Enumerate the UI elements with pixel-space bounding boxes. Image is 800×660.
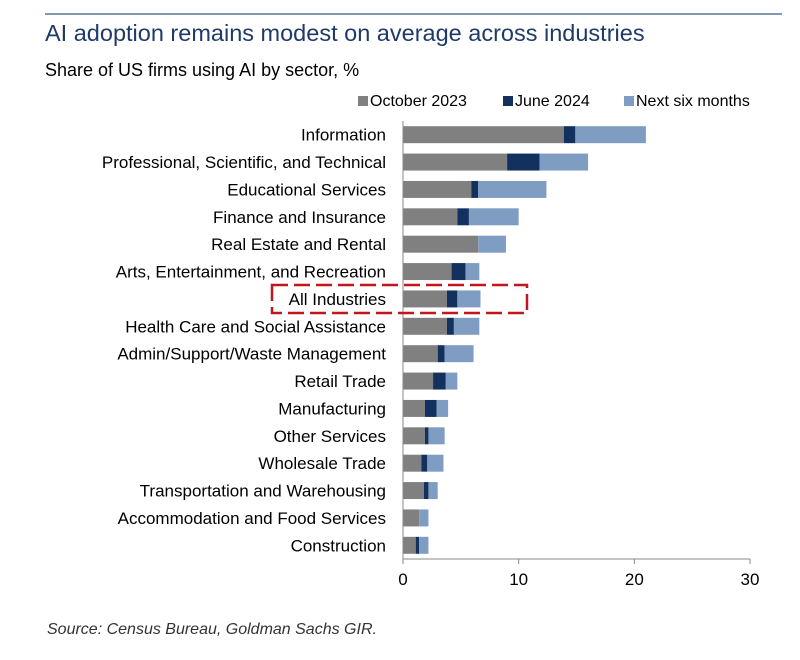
bar-segment [446,290,458,308]
legend-swatch [503,96,513,106]
bar-segment [563,126,576,144]
bar-segment [424,427,429,445]
bar-segment [539,153,589,171]
bar-segment [415,536,420,554]
bar-segment [403,345,438,363]
bar-segment [403,482,424,500]
category-label: Health Care and Social Assistance [125,317,386,336]
bar-segment [457,208,469,226]
category-label: Arts, Entertainment, and Recreation [116,263,386,282]
bar-segment [427,454,444,472]
chart-subtitle: Share of US firms using AI by sector, % [45,60,360,80]
legend-swatch [358,96,368,106]
bar-segment [575,126,646,144]
bar-segment [468,208,519,226]
legend-label: Next six months [636,93,750,110]
bar-segment [403,372,434,390]
bar-segment [403,290,447,308]
bar-segment [437,345,445,363]
bar-segment [403,454,422,472]
category-label: Manufacturing [278,399,386,418]
legend-label: June 2024 [515,93,590,110]
legend-swatch [624,96,634,106]
x-tick-label: 0 [398,570,407,589]
bar-segment [478,180,547,198]
bar-segment [403,208,458,226]
bar-segment [423,482,429,500]
category-label: Wholesale Trade [258,454,386,473]
bar-segment [403,153,508,171]
category-label: Finance and Insurance [213,208,386,227]
bar-segment [465,263,480,281]
bar-segment [424,399,437,417]
bar-segment [403,317,447,335]
category-label: Professional, Scientific, and Technical [102,153,386,172]
bar-segment [436,399,449,417]
x-tick-label: 20 [625,570,644,589]
category-label: Transportation and Warehousing [140,482,386,501]
bar-segment [403,126,564,144]
bar-segment [471,180,479,198]
category-label: Educational Services [227,180,386,199]
x-tick-label: 30 [741,570,760,589]
bar-segment [403,427,425,445]
bar-segment [507,153,540,171]
bar-segment [453,317,480,335]
category-label: Real Estate and Rental [211,235,386,254]
category-label: Retail Trade [294,372,386,391]
x-tick-label: 10 [509,570,528,589]
category-label: Information [301,126,386,145]
bar-segment [444,345,474,363]
bar-segment [403,235,479,253]
bar-segment [419,536,429,554]
bar-segment [478,235,506,253]
bar-segment [457,290,481,308]
bar-segment [446,317,454,335]
bar-segment [428,427,445,445]
category-label: Other Services [274,427,386,446]
bar-segment [419,509,429,527]
bar-segment [403,536,416,554]
bar-segment [433,372,446,390]
bar-segment [445,372,458,390]
bar-segment [403,399,425,417]
category-label: Accommodation and Food Services [118,509,386,528]
bar-segment [403,509,420,527]
category-label: Admin/Support/Waste Management [117,345,386,364]
chart-title: AI adoption remains modest on average ac… [45,20,645,46]
source-note: Source: Census Bureau, Goldman Sachs GIR… [47,621,377,638]
category-label: All Industries [289,290,386,309]
bar-segment [428,482,438,500]
bar-segment [421,454,428,472]
bar-segment [403,180,472,198]
legend-label: October 2023 [370,93,467,110]
bar-segment [403,263,452,281]
top-rule [45,13,782,15]
bar-segment [451,263,466,281]
category-label: Construction [291,536,386,555]
highlight-box [270,283,529,315]
